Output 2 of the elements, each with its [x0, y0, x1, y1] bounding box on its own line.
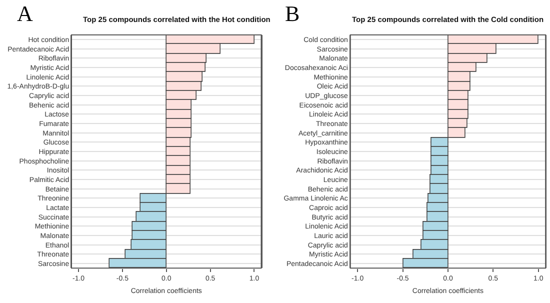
text: A [17, 1, 33, 26]
text: B [285, 1, 300, 26]
